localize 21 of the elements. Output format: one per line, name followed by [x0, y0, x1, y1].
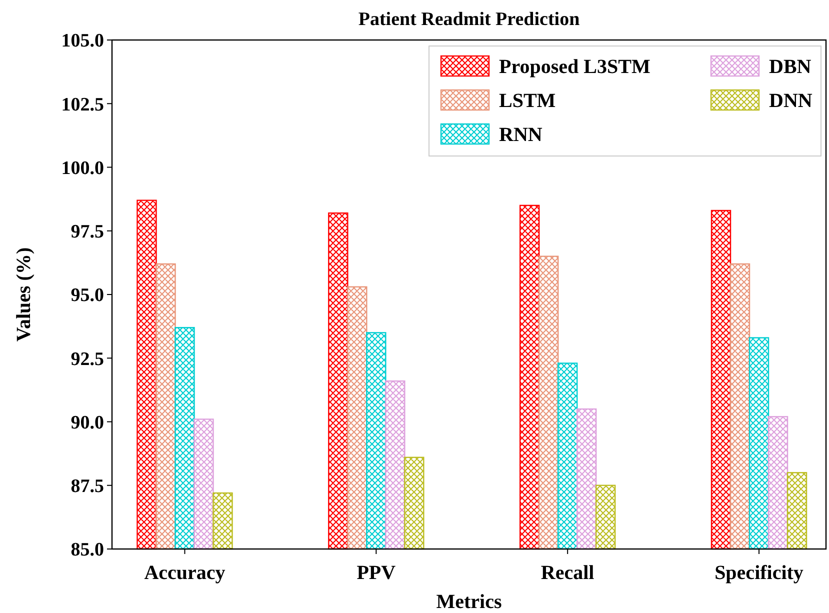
legend-label: LSTM	[499, 90, 556, 112]
legend-label: DNN	[769, 90, 813, 112]
y-tick-label: 92.5	[70, 348, 104, 370]
y-tick-label: 100.0	[61, 158, 104, 179]
x-tick-label: Accuracy	[144, 562, 226, 584]
y-axis-title: Values (%)	[13, 247, 35, 342]
legend-label: DBN	[769, 56, 812, 78]
y-tick-label: 87.5	[70, 476, 104, 498]
y-tick-label: 105.0	[61, 30, 104, 52]
y-tick-label: 95.0	[70, 285, 104, 306]
y-tick-label: 97.5	[70, 222, 104, 243]
x-axis-title: Metrics	[436, 591, 502, 613]
y-tick-label: 90.0	[70, 412, 104, 434]
x-tick-label: Specificity	[714, 562, 804, 584]
y-tick-label: 102.5	[61, 94, 104, 116]
legend-label: Proposed L3STM	[499, 56, 650, 78]
x-tick-label: PPV	[356, 562, 396, 584]
chart-title: Patient Readmit Prediction	[358, 9, 580, 30]
x-tick-label: Recall	[540, 562, 595, 584]
y-tick-label: 85.0	[70, 540, 104, 561]
legend-label: RNN	[499, 124, 543, 146]
